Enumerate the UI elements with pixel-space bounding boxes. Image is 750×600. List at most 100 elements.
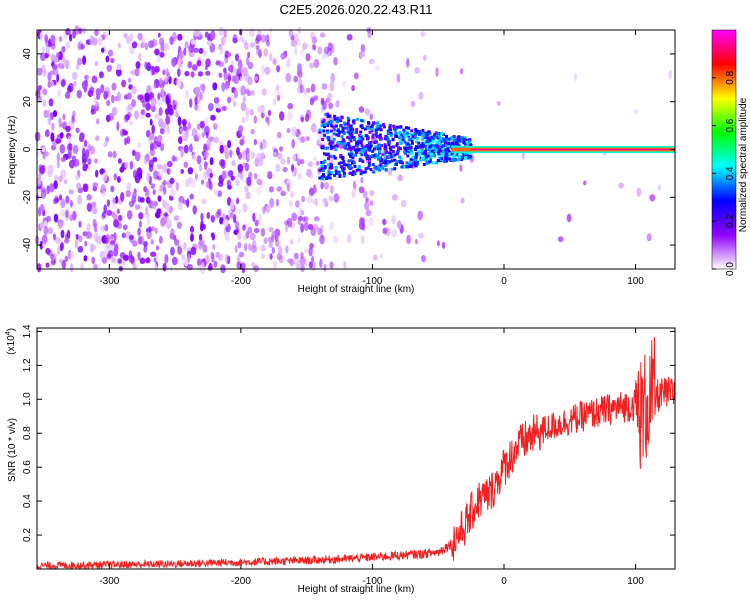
spectrogram-cell [217, 208, 222, 216]
spectrogram-cell [422, 54, 427, 61]
spectrogram-cell [342, 80, 347, 88]
spectrogram-cell [322, 129, 326, 133]
spectrogram-cell [254, 75, 258, 81]
spectrogram-cell [260, 244, 267, 252]
spectrogram-cell [384, 145, 387, 149]
spectrogram-cell [462, 138, 466, 141]
spectrogram-cell [372, 154, 376, 158]
spectrogram-cell [382, 218, 387, 226]
spectrogram-cell [325, 153, 329, 157]
spectrogram-cell [183, 241, 187, 251]
spectrogram-cell [287, 102, 294, 110]
spectrogram-cell [92, 263, 99, 270]
spectrogram-cell [40, 52, 46, 62]
spectrogram-cell [440, 154, 444, 158]
spectrogram-cell [91, 244, 97, 251]
spectrogram-cell [333, 117, 337, 121]
spectrogram-cell [286, 156, 291, 165]
spectrogram-cell [318, 168, 322, 172]
spectrogram-cell [271, 234, 275, 243]
spectrogram-cell [333, 128, 337, 132]
spectrogram-cell [269, 186, 274, 193]
spectrogram-cell [197, 105, 201, 112]
spectrogram-cell [41, 164, 46, 174]
spectrogram-cell [105, 136, 110, 143]
y-tick-label: 0.2 [22, 528, 33, 542]
spectrogram-cell [190, 225, 194, 233]
spectrogram-cell [437, 134, 441, 138]
y-tick-label: -20 [22, 190, 33, 205]
spectrogram-cell [320, 175, 324, 179]
spectrogram-cell [47, 81, 52, 88]
spectrogram-cell [390, 159, 394, 163]
spectrogram-cell [465, 140, 469, 144]
spectrogram-cell [324, 113, 328, 116]
spectrogram-cell [378, 150, 381, 153]
spectrogram-cell [397, 146, 401, 150]
spectrogram-cell [105, 114, 111, 123]
spectrogram-cell [322, 174, 326, 178]
spectrogram-cell [60, 229, 65, 239]
x-tick-label: 100 [627, 576, 644, 587]
spectrogram-cell [84, 74, 89, 80]
spectrogram-cell [376, 154, 380, 158]
spectrogram-cell [330, 124, 334, 128]
spectrogram-cell [442, 154, 446, 158]
spectrogram-cell [402, 128, 406, 132]
spectrogram-cell [189, 98, 193, 108]
spectrogram-cell [35, 89, 41, 99]
spectrogram-cell [159, 184, 163, 192]
spectrogram-cell [81, 80, 88, 90]
spectrogram-cell [410, 133, 414, 137]
spectrogram-cell [323, 46, 330, 55]
spectrogram-cell [323, 152, 326, 156]
spectrogram-cell [201, 59, 205, 68]
spectrogram-cell [444, 148, 448, 152]
spectrogram-cell [347, 152, 351, 156]
spectrogram-cell [362, 190, 368, 198]
spectrogram-cell [205, 70, 211, 76]
spectrogram-cell [356, 148, 360, 152]
spectrogram-cell [131, 99, 137, 108]
spectrogram-cell [213, 260, 218, 268]
spectrogram-cell [153, 82, 157, 89]
spectrogram-cell [406, 154, 410, 158]
spectrogram-cell [421, 134, 425, 138]
spectrogram-cell [40, 190, 47, 199]
spectrogram-cell [421, 141, 425, 145]
spectrogram-cell [205, 254, 210, 265]
spectrogram-cell [202, 244, 208, 253]
spectrogram-cell [379, 252, 384, 259]
spectrogram-cell [65, 41, 71, 49]
spectrogram-cell [339, 155, 343, 159]
spectrogram-cell [404, 126, 408, 130]
spectrogram-cell [156, 55, 161, 63]
spectrogram-cell [72, 71, 78, 80]
spectrogram-cell [58, 221, 64, 229]
spectrogram-cell [75, 127, 80, 133]
spectrogram-cell [175, 181, 180, 192]
spectrogram-cell [433, 135, 437, 139]
spectrogram-cell [229, 149, 233, 159]
spectrogram-cell [259, 152, 266, 159]
spectrogram-cell [389, 155, 393, 159]
spectrogram-cell [319, 258, 323, 269]
spectrogram-cell [327, 163, 331, 167]
spectrogram-cell [334, 165, 338, 169]
spectrogram-cell [180, 127, 184, 134]
spectrogram-cell [134, 151, 141, 162]
spectrogram-cell [190, 246, 197, 256]
spectrogram-cell [375, 126, 379, 130]
spectrogram-cell [242, 203, 248, 213]
spectrogram-cell [42, 99, 47, 108]
spectrogram-cell [349, 139, 353, 143]
spectrogram-cell [185, 89, 189, 100]
spectrogram-cell [432, 144, 436, 148]
spectrogram-cell [183, 47, 187, 56]
spectrogram-cell [305, 136, 310, 142]
spectrogram-cell [421, 151, 425, 155]
spectrogram-cell [346, 34, 353, 41]
spectrogram-cell [200, 83, 206, 91]
spectrogram-cell [143, 186, 148, 193]
colorbar-tick-label: 0.4 [725, 166, 736, 180]
